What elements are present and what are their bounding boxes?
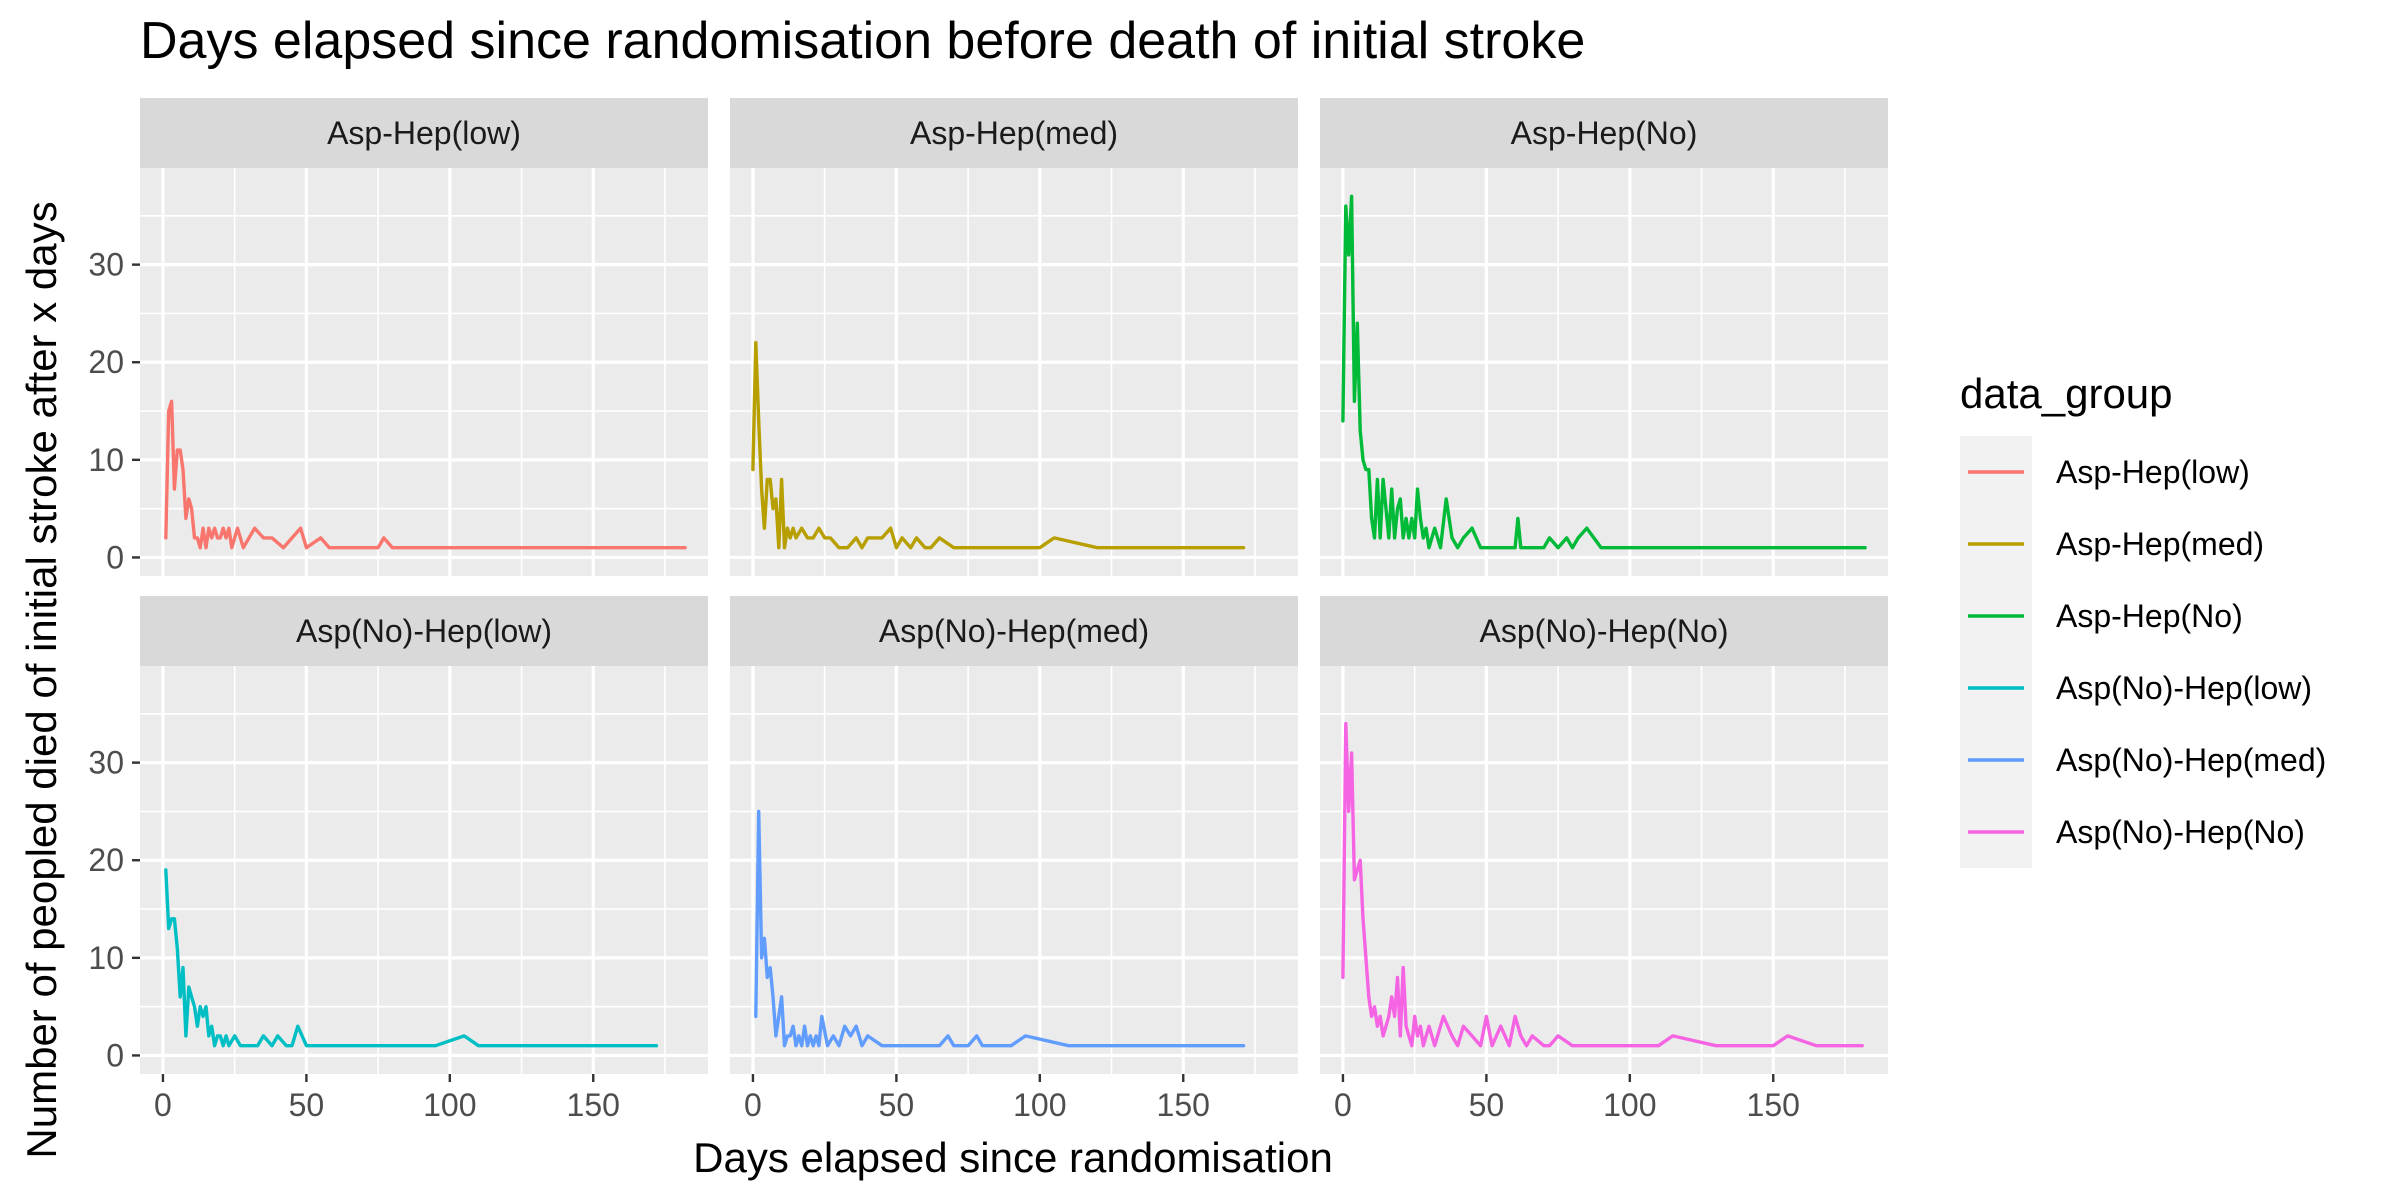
- facet-strip-label: Asp-Hep(low): [327, 115, 521, 151]
- y-tick-label: 30: [88, 247, 124, 283]
- x-tick-label: 150: [567, 1087, 620, 1123]
- panel-background: [730, 168, 1298, 576]
- facet-strip-label: Asp(No)-Hep(No): [1480, 613, 1729, 649]
- x-tick-label: 50: [289, 1087, 325, 1123]
- legend-label: Asp-Hep(low): [2056, 454, 2250, 490]
- legend-label: Asp(No)-Hep(low): [2056, 670, 2312, 706]
- facet-panel: Asp(No)-Hep(No) 0 50 100 150: [1320, 596, 1888, 1123]
- legend-title: data_group: [1960, 370, 2173, 417]
- facet-strip-label: Asp-Hep(med): [910, 115, 1118, 151]
- x-tick-label: 50: [1469, 1087, 1505, 1123]
- y-tick-label: 0: [106, 539, 124, 575]
- x-tick-label: 150: [1157, 1087, 1210, 1123]
- panel-background: [140, 666, 708, 1074]
- y-tick-label: 30: [88, 745, 124, 781]
- y-tick-label: 10: [88, 940, 124, 976]
- x-tick-label: 100: [423, 1087, 476, 1123]
- x-tick-label: 100: [1013, 1087, 1066, 1123]
- facet-panel: Asp-Hep(low) 0 10 20 30: [88, 98, 708, 576]
- legend-label: Asp-Hep(med): [2056, 526, 2264, 562]
- facet-panel: Asp-Hep(med): [730, 98, 1298, 576]
- legend-label: Asp(No)-Hep(No): [2056, 814, 2305, 850]
- x-tick-label: 0: [154, 1087, 172, 1123]
- x-tick-label: 0: [1334, 1087, 1352, 1123]
- y-tick-label: 0: [106, 1037, 124, 1073]
- chart-title: Days elapsed since randomisation before …: [140, 12, 1585, 70]
- panel-background: [730, 666, 1298, 1074]
- facet-strip-label: Asp(No)-Hep(low): [296, 613, 552, 649]
- x-tick-label: 50: [879, 1087, 915, 1123]
- legend-label: Asp-Hep(No): [2056, 598, 2243, 634]
- y-axis-title: Number of peopled died of initial stroke…: [18, 201, 65, 1158]
- facet-strip-label: Asp(No)-Hep(med): [879, 613, 1149, 649]
- y-tick-label: 20: [88, 344, 124, 380]
- legend-key-background: [1960, 436, 2032, 868]
- legend-label: Asp(No)-Hep(med): [2056, 742, 2326, 778]
- y-tick-label: 20: [88, 842, 124, 878]
- x-tick-label: 150: [1747, 1087, 1800, 1123]
- panel-background: [1320, 168, 1888, 576]
- x-axis-title: Days elapsed since randomisation: [693, 1134, 1333, 1181]
- facet-panels: Asp-Hep(low) 0 10 20 30 Asp-Hep(med) Asp-Hep(N…: [88, 98, 1888, 1123]
- facet-panel: Asp-Hep(No): [1320, 98, 1888, 576]
- facet-panel: Asp(No)-Hep(med) 0 50 100 150: [730, 596, 1298, 1123]
- x-tick-label: 0: [744, 1087, 762, 1123]
- x-tick-label: 100: [1603, 1087, 1656, 1123]
- y-tick-label: 10: [88, 442, 124, 478]
- facet-panel: Asp(No)-Hep(low) 0 10 20 30 0 50 100 150: [88, 596, 708, 1123]
- facet-strip-label: Asp-Hep(No): [1511, 115, 1698, 151]
- panel-background: [140, 168, 708, 576]
